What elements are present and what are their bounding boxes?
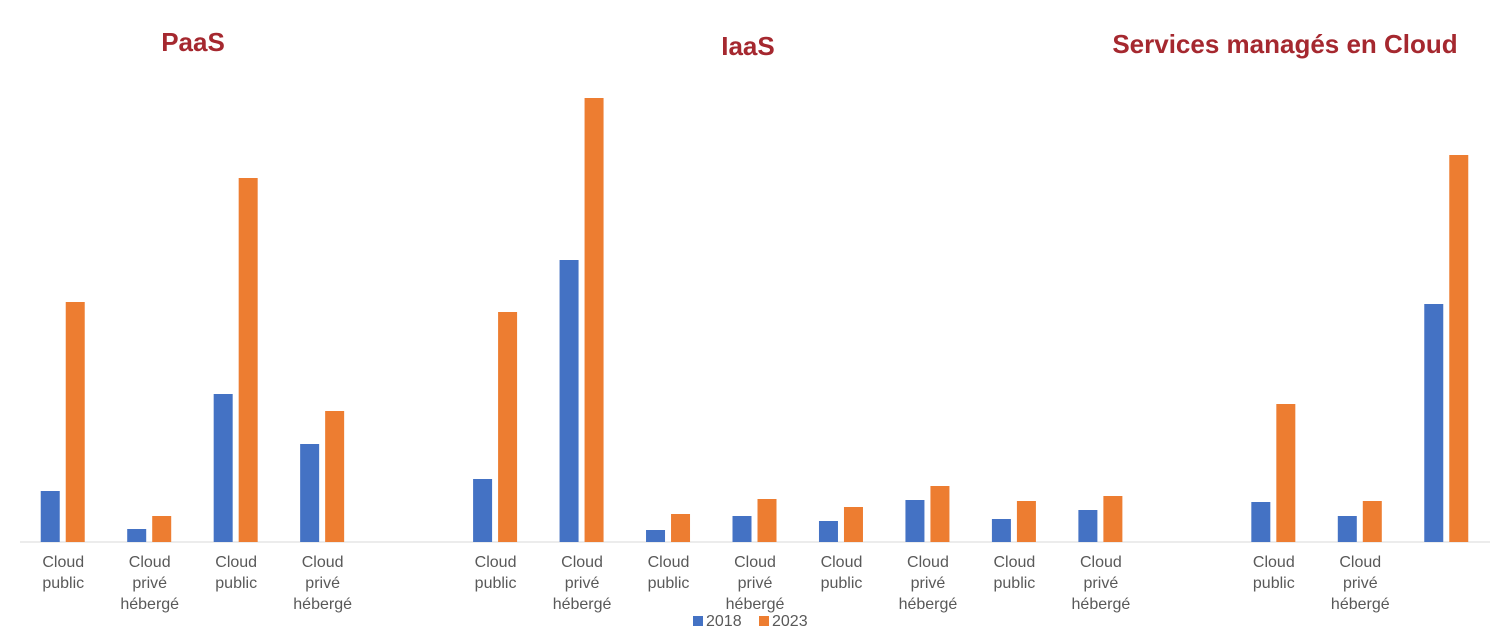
legend-label: 2023 xyxy=(772,613,808,630)
bar xyxy=(1078,510,1098,542)
group-title: PaaS xyxy=(161,27,225,57)
bar xyxy=(65,302,85,542)
bar xyxy=(843,507,863,542)
x-tick-label: Cloud public xyxy=(215,554,257,592)
bar xyxy=(127,529,147,542)
x-tick-label: Cloud public xyxy=(648,554,690,592)
bar xyxy=(1251,502,1271,542)
bar xyxy=(818,521,838,542)
bar xyxy=(1337,516,1357,542)
bar xyxy=(646,530,666,542)
bar xyxy=(1449,155,1469,542)
bar xyxy=(584,98,604,542)
group-title: Services managés en Cloud xyxy=(1112,29,1457,59)
x-tick-label: Cloud privé hébergé xyxy=(553,554,612,613)
x-tick-label: Cloud public xyxy=(42,554,84,592)
x-tick-label: Cloud privé hébergé xyxy=(1072,554,1131,613)
bar xyxy=(671,514,691,542)
x-tick-label: Cloud public xyxy=(1253,554,1295,592)
bar xyxy=(905,500,925,542)
x-tick-label: Cloud public xyxy=(821,554,863,592)
bar xyxy=(732,516,752,542)
bar xyxy=(325,411,345,542)
x-tick-label: Cloud privé hébergé xyxy=(120,554,179,613)
bar xyxy=(1362,501,1382,542)
bar xyxy=(1424,304,1444,542)
bar xyxy=(1103,496,1123,542)
bar xyxy=(238,178,258,542)
bar xyxy=(991,519,1011,542)
x-tick-label: Cloud public xyxy=(994,554,1036,592)
group-title: IaaS xyxy=(721,31,775,61)
x-tick-label: Cloud privé hébergé xyxy=(1331,554,1390,613)
x-tick-label: Cloud privé hébergé xyxy=(293,554,352,613)
legend-label: 2018 xyxy=(706,613,742,630)
x-tick-label: Cloud privé hébergé xyxy=(726,554,785,613)
x-tick-label: Cloud privé hébergé xyxy=(899,554,958,613)
bar xyxy=(213,394,233,542)
bar xyxy=(1016,501,1036,542)
legend-swatch xyxy=(759,616,769,626)
bar xyxy=(930,486,950,542)
bar xyxy=(152,516,172,542)
bar xyxy=(498,312,518,542)
legend-swatch xyxy=(693,616,703,626)
bar xyxy=(559,260,579,542)
x-tick-label: Cloud public xyxy=(475,554,517,592)
bar xyxy=(757,499,777,542)
bar xyxy=(300,444,320,542)
bar xyxy=(40,491,60,542)
bar xyxy=(473,479,493,542)
bar xyxy=(1276,404,1296,542)
